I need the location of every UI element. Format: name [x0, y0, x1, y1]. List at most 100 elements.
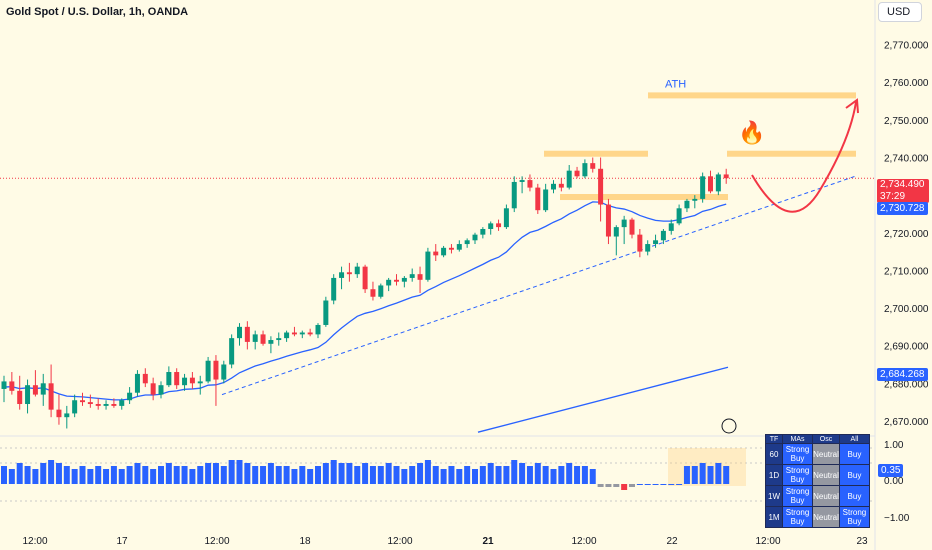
x-tick-label: 12:00 — [387, 536, 412, 547]
candle-body — [386, 279, 392, 286]
candle-body — [448, 247, 454, 250]
ta-all: Buy — [838, 443, 871, 465]
candle-body — [346, 272, 352, 275]
volume-bar — [260, 466, 267, 484]
candle-body — [284, 332, 290, 339]
candle-body — [551, 183, 556, 190]
volume-bar — [581, 466, 588, 484]
volume-bar — [715, 463, 722, 484]
candle-body — [653, 240, 659, 245]
volume-bar — [291, 469, 298, 484]
x-tick-label: 23 — [856, 536, 868, 547]
volume-bar — [668, 484, 675, 485]
volume-bar — [652, 484, 659, 485]
volume-bar — [574, 466, 581, 484]
candle-body — [425, 251, 431, 280]
volume-bar — [252, 466, 259, 484]
ta-all: Buy — [838, 464, 871, 486]
flame-icon: 🔥 — [738, 120, 766, 145]
volume-bar — [495, 466, 502, 484]
ta-all: Strong Buy — [838, 506, 871, 528]
volume-bar — [707, 466, 714, 484]
candle-body — [598, 168, 604, 205]
candle-body — [72, 400, 78, 414]
ta-all: Buy — [838, 485, 871, 507]
candle-body — [574, 170, 580, 177]
candle-body — [645, 244, 651, 252]
y-tick-label: 2,690.000 — [884, 342, 929, 353]
volume-bar — [197, 466, 204, 484]
candle-body — [605, 204, 611, 237]
candle-body — [80, 400, 85, 403]
ta-mas: Strong Buy — [781, 443, 814, 465]
volume-bar — [8, 469, 15, 484]
oscillator-tick-label: 1.00 — [884, 440, 904, 451]
volume-bar — [691, 466, 698, 484]
volume-bar — [472, 469, 478, 484]
ta-header-mas: MAs — [781, 434, 814, 444]
candle-body — [166, 372, 172, 386]
candle-body — [700, 176, 706, 199]
volume-bar — [95, 466, 102, 484]
volume-bar — [723, 466, 730, 484]
ema-line — [3, 201, 727, 401]
volume-bar — [636, 484, 643, 485]
candle-body — [197, 381, 203, 384]
ath-label: ATH — [665, 78, 686, 90]
volume-bar — [79, 466, 86, 484]
candle-body — [25, 385, 31, 405]
volume-bar — [16, 463, 23, 484]
ta-mas: Strong Buy — [781, 464, 814, 486]
volume-bar — [542, 466, 549, 484]
candle-body — [629, 219, 635, 235]
volume-bar — [511, 460, 518, 484]
volume-bar — [479, 466, 486, 484]
candle-body — [229, 338, 235, 365]
y-tick-label: 2,770.000 — [884, 41, 929, 52]
volume-bar — [487, 463, 494, 484]
candle-body — [637, 234, 643, 252]
volume-bar — [307, 469, 314, 484]
volume-bar — [330, 460, 337, 484]
ta-row: 1D Strong Buy Neutral Buy — [765, 464, 871, 486]
ta-osc: Neutral — [812, 443, 840, 465]
candle-body — [119, 400, 125, 406]
candle-body — [189, 377, 195, 384]
candle-body — [150, 383, 156, 395]
ta-osc: Neutral — [812, 464, 840, 486]
volume-bar — [566, 463, 573, 484]
level-zone-resistance — [544, 150, 648, 157]
candle-body — [354, 266, 360, 275]
volume-bar — [150, 469, 157, 484]
candle-body — [1, 381, 7, 389]
volume-bar — [181, 466, 188, 484]
volume-bar — [134, 463, 141, 484]
ta-header-all: All — [838, 434, 871, 444]
volume-bar — [558, 466, 565, 484]
volume-bar — [456, 469, 463, 484]
ta-header-row: TF MAs Osc All — [765, 434, 871, 444]
candle-body — [48, 383, 54, 410]
candle-body — [95, 404, 101, 406]
volume-bar — [393, 466, 400, 484]
candle-body — [260, 334, 266, 344]
candle-body — [370, 289, 376, 297]
candle-body — [17, 390, 23, 405]
volume-bar — [173, 466, 180, 484]
currency-selector-button[interactable]: USD — [878, 2, 922, 22]
volume-bar — [503, 466, 510, 484]
volume-bar — [362, 463, 369, 484]
candle-body — [511, 181, 517, 209]
sma-line — [477, 366, 729, 433]
volume-bar — [613, 484, 620, 487]
volume-bar — [322, 463, 329, 484]
y-tick-label: 2,740.000 — [884, 153, 929, 164]
y-tick-label: 2,760.000 — [884, 78, 929, 89]
level-zone-resistance — [727, 150, 856, 157]
volume-bar — [409, 466, 416, 484]
candle-body — [417, 274, 423, 280]
candle-body — [244, 326, 250, 342]
candle-body — [205, 360, 211, 382]
volume-bar — [464, 466, 471, 484]
